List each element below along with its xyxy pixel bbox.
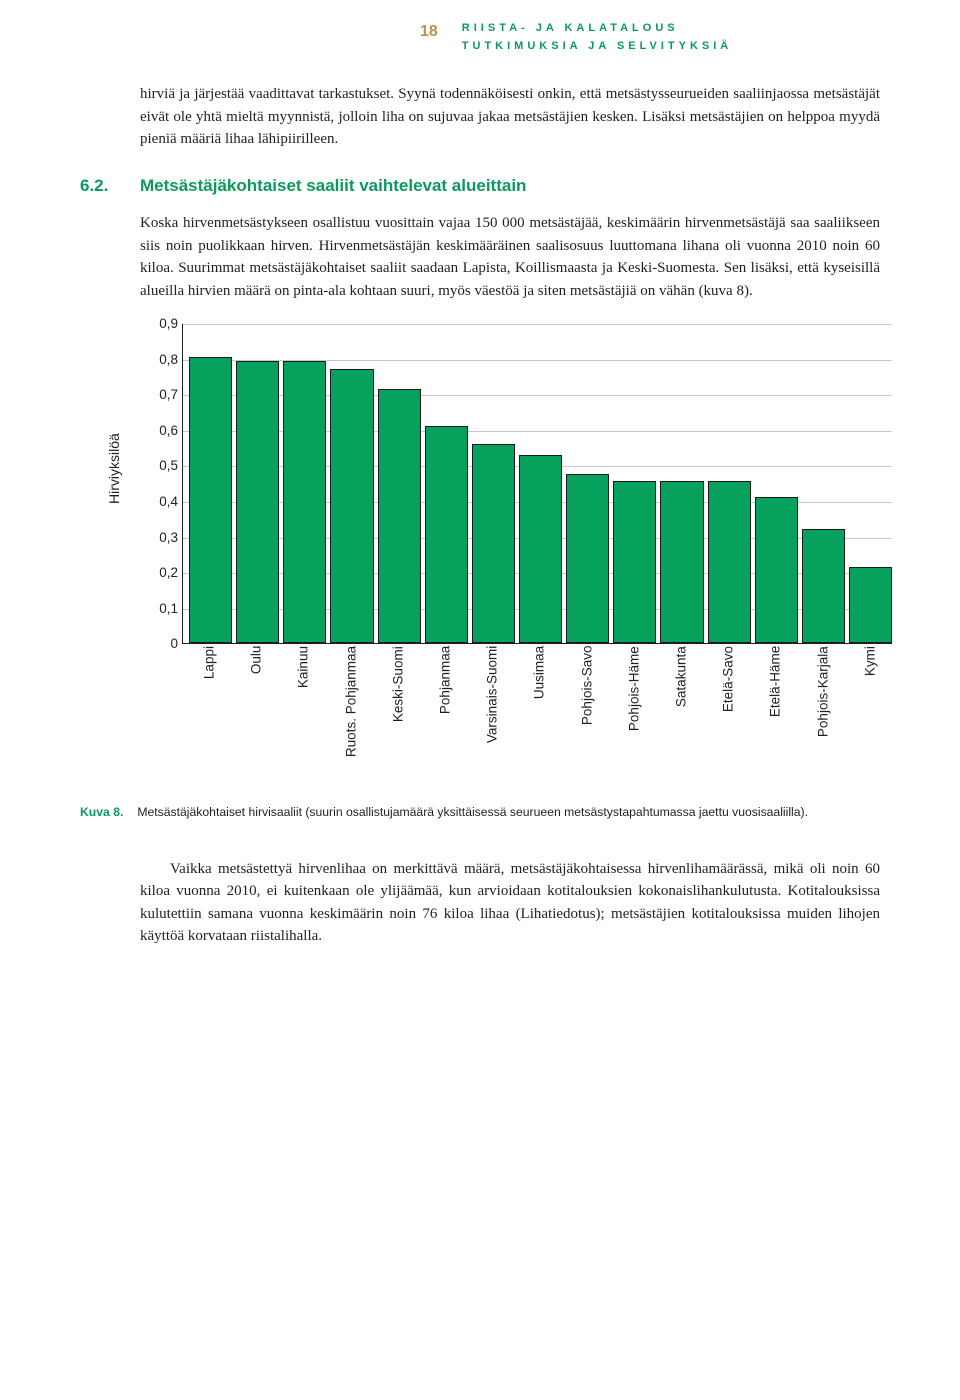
x-tick-label: Etelä-Häme xyxy=(754,646,797,761)
page-number: 18 xyxy=(420,20,438,44)
caption-text: Metsästäjäkohtaiset hirvisaaliit (suurin… xyxy=(137,802,808,823)
bar xyxy=(378,389,421,643)
bar xyxy=(566,474,609,643)
section-heading: 6.2. Metsästäjäkohtaiset saaliit vaihtel… xyxy=(80,173,880,199)
bars xyxy=(183,324,892,643)
bar-slot xyxy=(802,529,845,643)
x-tick-label: Etelä-Savo xyxy=(707,646,750,761)
bar xyxy=(189,357,232,643)
x-tick-label: Kainuu xyxy=(282,646,325,761)
bar-slot xyxy=(613,481,656,643)
end-paragraph: Vaikka metsästettyä hirvenlihaa on merki… xyxy=(140,858,880,948)
bar-slot xyxy=(755,497,798,643)
page-header: 18 RIISTA- JA KALATALOUS TUTKIMUKSIA JA … xyxy=(420,20,880,55)
y-tick-label: 0,1 xyxy=(150,599,178,619)
y-axis-label: Hirviyksilöä xyxy=(104,433,125,504)
bar xyxy=(425,426,468,643)
x-tick-label: Kymi xyxy=(849,646,892,761)
bar-slot xyxy=(849,567,892,643)
x-tick-label: Pohjois-Savo xyxy=(566,646,609,761)
bar-slot xyxy=(330,369,373,643)
bar xyxy=(236,361,279,644)
bar xyxy=(849,567,892,643)
bar-slot xyxy=(660,481,703,643)
bar xyxy=(755,497,798,643)
y-tick-label: 0,3 xyxy=(150,527,178,547)
x-axis-labels: LappiOuluKainuuRuots. PohjanmaaKeski-Suo… xyxy=(182,646,892,761)
bar-slot xyxy=(519,455,562,643)
bar-chart: Hirviyksilöä 00,10,20,30,40,50,60,70,80,… xyxy=(120,324,880,794)
x-tick-label: Uusimaa xyxy=(518,646,561,761)
bar xyxy=(519,455,562,643)
x-tick-label: Varsinais-Suomi xyxy=(471,646,514,761)
y-tick-label: 0,2 xyxy=(150,563,178,583)
y-tick-label: 0,8 xyxy=(150,350,178,370)
bar-slot xyxy=(189,357,232,643)
figure-caption: Kuva 8. Metsästäjäkohtaiset hirvisaaliit… xyxy=(80,802,880,823)
x-tick-label: Keski-Suomi xyxy=(377,646,420,761)
bar xyxy=(283,361,326,644)
x-tick-label: Lappi xyxy=(188,646,231,761)
bar xyxy=(330,369,373,643)
section-title: Metsästäjäkohtaiset saaliit vaihtelevat … xyxy=(140,173,526,199)
y-tick-label: 0,6 xyxy=(150,421,178,441)
header-line1: RIISTA- JA KALATALOUS xyxy=(462,20,732,38)
y-tick-label: 0,5 xyxy=(150,456,178,476)
x-tick-label: Pohjois-Karjala xyxy=(802,646,845,761)
x-tick-label: Satakunta xyxy=(660,646,703,761)
bar-slot xyxy=(378,389,421,643)
bar-slot xyxy=(425,426,468,643)
x-tick-label: Ruots. Pohjanmaa xyxy=(330,646,373,761)
section-number: 6.2. xyxy=(80,173,116,199)
bar-slot xyxy=(708,481,751,643)
bar xyxy=(802,529,845,643)
y-tick-label: 0 xyxy=(150,634,178,654)
x-tick-label: Pohjanmaa xyxy=(424,646,467,761)
y-tick-label: 0,9 xyxy=(150,314,178,334)
plot-area xyxy=(182,324,892,644)
bar xyxy=(708,481,751,643)
header-titles: RIISTA- JA KALATALOUS TUTKIMUKSIA JA SEL… xyxy=(462,20,732,55)
bar xyxy=(472,444,515,643)
bar-slot xyxy=(566,474,609,643)
caption-label: Kuva 8. xyxy=(80,802,123,823)
y-tick-label: 0,4 xyxy=(150,492,178,512)
bar xyxy=(660,481,703,643)
x-tick-label: Pohjois-Häme xyxy=(613,646,656,761)
bar-slot xyxy=(236,361,279,644)
bar-slot xyxy=(283,361,326,644)
main-paragraph: Koska hirvenmetsästykseen osallistuu vuo… xyxy=(140,212,880,302)
y-tick-label: 0,7 xyxy=(150,385,178,405)
header-line2: TUTKIMUKSIA JA SELVITYKSIÄ xyxy=(462,38,732,56)
intro-paragraph: hirviä ja järjestää vaadittavat tarkastu… xyxy=(140,83,880,151)
bar xyxy=(613,481,656,643)
bar-slot xyxy=(472,444,515,643)
x-tick-label: Oulu xyxy=(235,646,278,761)
